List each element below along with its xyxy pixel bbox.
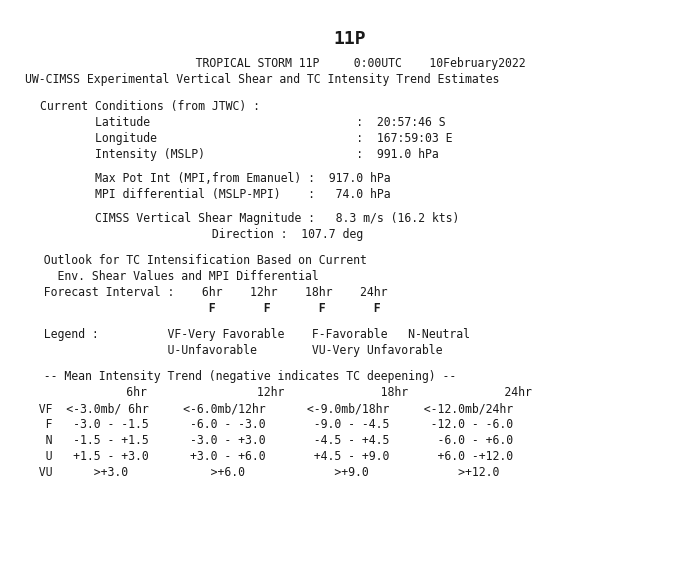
Text: CIMSS Vertical Shear Magnitude :   8.3 m/s (16.2 kts): CIMSS Vertical Shear Magnitude : 8.3 m/s…: [40, 212, 459, 225]
Text: 6hr                12hr              18hr              24hr: 6hr 12hr 18hr 24hr: [30, 386, 532, 399]
Text: U   +1.5 - +3.0      +3.0 - +6.0       +4.5 - +9.0       +6.0 -+12.0: U +1.5 - +3.0 +3.0 - +6.0 +4.5 - +9.0 +6…: [25, 450, 513, 463]
Text: Forecast Interval :    6hr    12hr    18hr    24hr: Forecast Interval : 6hr 12hr 18hr 24hr: [30, 286, 387, 299]
Text: U-Unfavorable        VU-Very Unfavorable: U-Unfavorable VU-Very Unfavorable: [30, 344, 442, 357]
Text: VF  <-3.0mb/ 6hr     <-6.0mb/12hr      <-9.0mb/18hr     <-12.0mb/24hr: VF <-3.0mb/ 6hr <-6.0mb/12hr <-9.0mb/18h…: [25, 402, 513, 415]
Text: Longitude                             :  167:59:03 E: Longitude : 167:59:03 E: [40, 132, 452, 145]
Text: Legend :          VF-Very Favorable    F-Favorable   N-Neutral: Legend : VF-Very Favorable F-Favorable N…: [30, 328, 470, 341]
Text: MPI differential (MSLP-MPI)    :   74.0 hPa: MPI differential (MSLP-MPI) : 74.0 hPa: [40, 188, 391, 201]
Text: Max Pot Int (MPI,from Emanuel) :  917.0 hPa: Max Pot Int (MPI,from Emanuel) : 917.0 h…: [40, 172, 391, 185]
Text: -- Mean Intensity Trend (negative indicates TC deepening) --: -- Mean Intensity Trend (negative indica…: [30, 370, 456, 383]
Text: Current Conditions (from JTWC) :: Current Conditions (from JTWC) :: [40, 100, 260, 113]
Text: Latitude                              :  20:57:46 S: Latitude : 20:57:46 S: [40, 116, 446, 129]
Text: Outlook for TC Intensification Based on Current: Outlook for TC Intensification Based on …: [30, 254, 367, 267]
Text: UW-CIMSS Experimental Vertical Shear and TC Intensity Trend Estimates: UW-CIMSS Experimental Vertical Shear and…: [25, 73, 499, 86]
Text: N   -1.5 - +1.5      -3.0 - +3.0       -4.5 - +4.5       -6.0 - +6.0: N -1.5 - +1.5 -3.0 - +3.0 -4.5 - +4.5 -6…: [25, 434, 513, 447]
Text: Direction :  107.7 deg: Direction : 107.7 deg: [40, 228, 363, 241]
Text: VU      >+3.0            >+6.0             >+9.0             >+12.0: VU >+3.0 >+6.0 >+9.0 >+12.0: [25, 466, 499, 479]
Text: TROPICAL STORM 11P     0:00UTC    10February2022: TROPICAL STORM 11P 0:00UTC 10February202…: [175, 57, 526, 70]
Text: Env. Shear Values and MPI Differential: Env. Shear Values and MPI Differential: [30, 270, 319, 283]
Text: F   -3.0 - -1.5      -6.0 - -3.0       -9.0 - -4.5      -12.0 - -6.0: F -3.0 - -1.5 -6.0 - -3.0 -9.0 - -4.5 -1…: [25, 418, 513, 431]
Text: F       F       F       F: F F F F: [30, 302, 381, 315]
Text: Intensity (MSLP)                      :  991.0 hPa: Intensity (MSLP) : 991.0 hPa: [40, 148, 439, 161]
Text: 11P: 11P: [333, 30, 366, 48]
